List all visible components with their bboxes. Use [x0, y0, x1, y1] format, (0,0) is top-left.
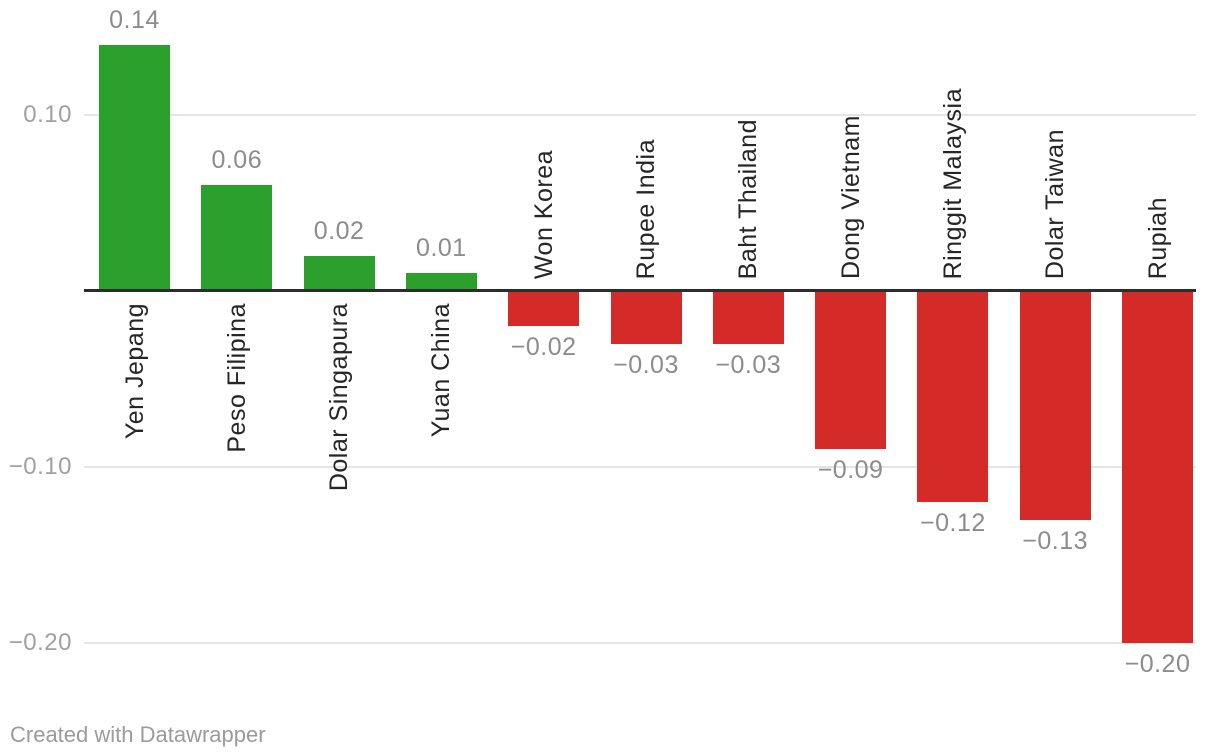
category-label-ringgit-malaysia: Ringgit Malaysia — [938, 87, 967, 279]
bar-dolar-taiwan — [1019, 291, 1091, 520]
bar-won-korea — [508, 291, 580, 327]
value-label: 0.06 — [211, 146, 263, 175]
category-label-yuan-china: Yuan China — [427, 303, 456, 438]
value-label: −0.03 — [613, 350, 679, 379]
bar-yuan-china — [405, 273, 477, 291]
gridline — [84, 642, 1196, 644]
category-label-dolar-singapura: Dolar Singapura — [325, 303, 354, 492]
bar-dolar-singapura — [303, 255, 375, 291]
bar-peso-filipina — [201, 185, 273, 291]
category-label-rupee-india: Rupee India — [632, 138, 660, 279]
category-label-dolar-taiwan: Dolar Taiwan — [1041, 128, 1070, 279]
category-label-won-korea: Won Korea — [529, 149, 558, 279]
category-label-rupiah: Rupiah — [1143, 196, 1172, 279]
value-label: −0.03 — [715, 350, 782, 379]
category-label-yen-jepang: Yen Jepang — [120, 303, 149, 440]
value-label: −0.20 — [1124, 650, 1191, 678]
y-tick-label: −0.10 — [8, 453, 72, 480]
value-label: −0.12 — [920, 509, 986, 538]
value-label: −0.09 — [817, 456, 884, 485]
bar-ringgit-malaysia — [917, 291, 989, 503]
zero-axis-line — [84, 289, 1196, 292]
bar-yen-jepang — [99, 44, 170, 291]
y-tick-label: 0.10 — [23, 101, 72, 128]
gridline — [84, 114, 1196, 116]
category-label-peso-filipina: Peso Filipina — [222, 303, 251, 453]
bar-baht-thailand — [712, 291, 784, 344]
value-label: −0.13 — [1022, 526, 1089, 555]
value-label: 0.14 — [109, 5, 160, 34]
y-tick-label: −0.20 — [8, 629, 72, 656]
datawrapper-attribution-link[interactable]: Created with Datawrapper — [10, 722, 266, 747]
category-label-dong-vietnam: Dong Vietnam — [836, 115, 865, 279]
bar-rupee-india — [610, 291, 682, 344]
value-label: −0.02 — [510, 333, 577, 362]
bar-rupiah — [1122, 291, 1193, 643]
value-label: 0.01 — [416, 234, 467, 263]
bar-dong-vietnam — [815, 291, 887, 450]
category-label-baht-thailand: Baht Thailand — [734, 118, 763, 279]
gridline — [84, 466, 1196, 468]
value-label: 0.02 — [313, 216, 365, 245]
